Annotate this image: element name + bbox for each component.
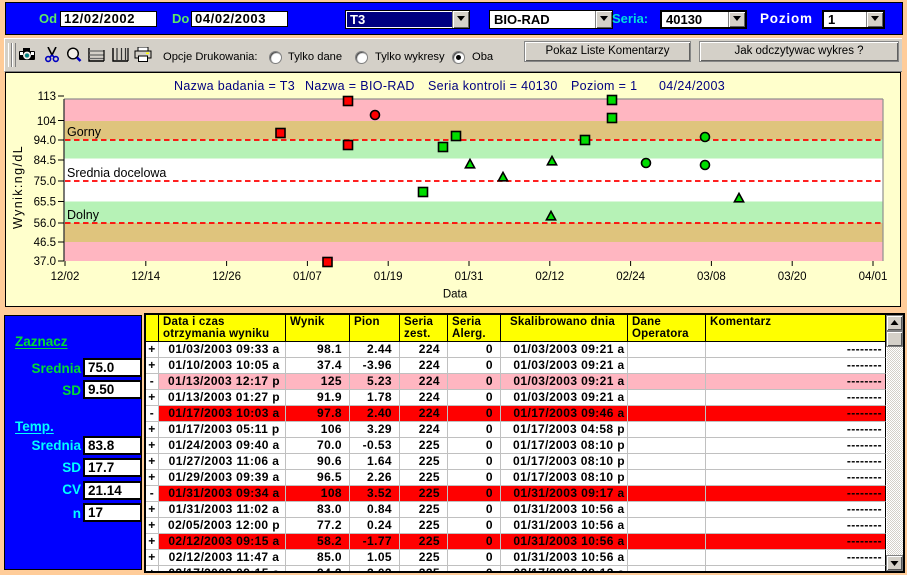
svg-text:46.5: 46.5	[34, 237, 56, 249]
svg-text:Gorny: Gorny	[67, 125, 102, 139]
svg-text:01/07: 01/07	[293, 271, 322, 283]
svg-text:Srednia docelowa: Srednia docelowa	[67, 166, 166, 180]
svg-text:02/12: 02/12	[535, 271, 564, 283]
svg-text:104: 104	[37, 116, 57, 128]
svg-text:02/24: 02/24	[616, 271, 645, 283]
svg-text:Data: Data	[443, 289, 468, 301]
svg-text:04/01: 04/01	[859, 271, 888, 283]
svg-text:56.0: 56.0	[34, 218, 56, 230]
svg-text:37.0: 37.0	[34, 256, 56, 268]
svg-text:65.5: 65.5	[34, 197, 56, 209]
svg-text:12/02: 12/02	[51, 271, 80, 283]
svg-text:113: 113	[38, 91, 56, 103]
svg-text:12/26: 12/26	[212, 271, 241, 283]
svg-text:03/08: 03/08	[697, 271, 726, 283]
svg-text:84.5: 84.5	[34, 155, 56, 167]
svg-text:01/19: 01/19	[374, 271, 403, 283]
svg-text:03/20: 03/20	[778, 271, 807, 283]
svg-text:Dolny: Dolny	[67, 208, 100, 222]
svg-text:75.0: 75.0	[34, 176, 56, 188]
svg-text:01/31: 01/31	[455, 271, 484, 283]
svg-text:12/14: 12/14	[131, 271, 160, 283]
svg-text:94.0: 94.0	[34, 135, 56, 147]
